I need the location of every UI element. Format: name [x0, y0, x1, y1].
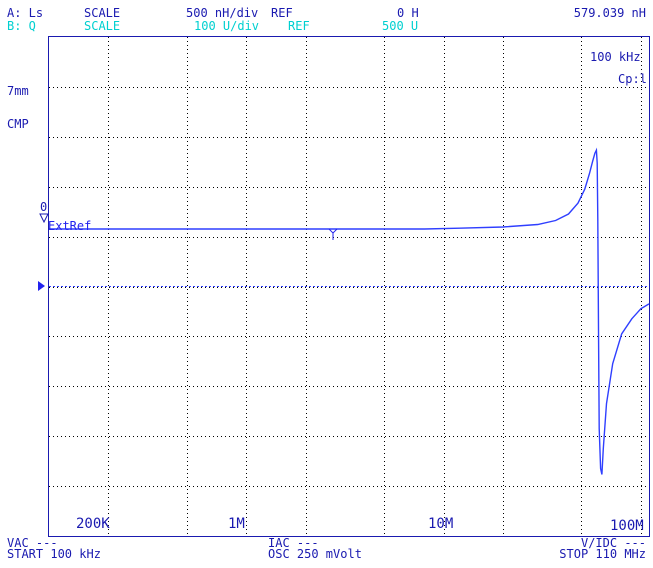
ls-trace — [49, 147, 650, 475]
trace-b-scale-label: SCALE — [84, 19, 121, 33]
marker-readout: 579.039 nH — [573, 6, 646, 20]
trace-a-label: A: Ls — [7, 6, 44, 20]
plot-grid — [49, 37, 649, 536]
plot-frame — [48, 36, 650, 537]
trace-b-ref-label: REF — [288, 19, 310, 33]
trace-a-scale-value: 500 nH/div — [186, 6, 259, 20]
marker-mode: Cp:l — [618, 72, 647, 86]
vidc-label: V/IDC --- — [580, 536, 646, 550]
fixture-label: 7mm — [7, 84, 29, 98]
osc-level: OSC 250 mVolt — [268, 547, 362, 561]
stop-frequency: STOP 110 MHz — [559, 547, 646, 561]
start-frequency: START 100 kHz — [7, 547, 101, 561]
vac-label: VAC --- — [7, 536, 58, 550]
x-tick-1m: 1M — [228, 516, 245, 532]
ref-zero-label: 0 — [40, 200, 48, 214]
trace-a-ref-value: 0 H — [397, 6, 419, 20]
ext-ref-label: ExtRef — [48, 219, 92, 233]
marker-arrow-icon — [328, 228, 334, 234]
reference-arrow-icon — [38, 281, 45, 291]
x-tick-200k: 200K — [76, 516, 110, 532]
iac-label: IAC --- — [268, 536, 319, 550]
trace-a-scale-label: SCALE — [84, 6, 121, 20]
trace-b-ref-value: 500 U — [382, 19, 419, 33]
trace-b-label: B: Q — [7, 19, 36, 33]
trace-b-scale-value: 100 U/div — [194, 19, 260, 33]
compensation-label: CMP — [7, 117, 29, 131]
trace-a-ref-label: REF — [271, 6, 293, 20]
marker-frequency: 100 kHz — [590, 50, 641, 64]
ref-zero-triangle-icon — [39, 213, 49, 224]
x-tick-10m: 10M — [428, 516, 454, 532]
x-tick-100m: 100M — [610, 518, 644, 534]
